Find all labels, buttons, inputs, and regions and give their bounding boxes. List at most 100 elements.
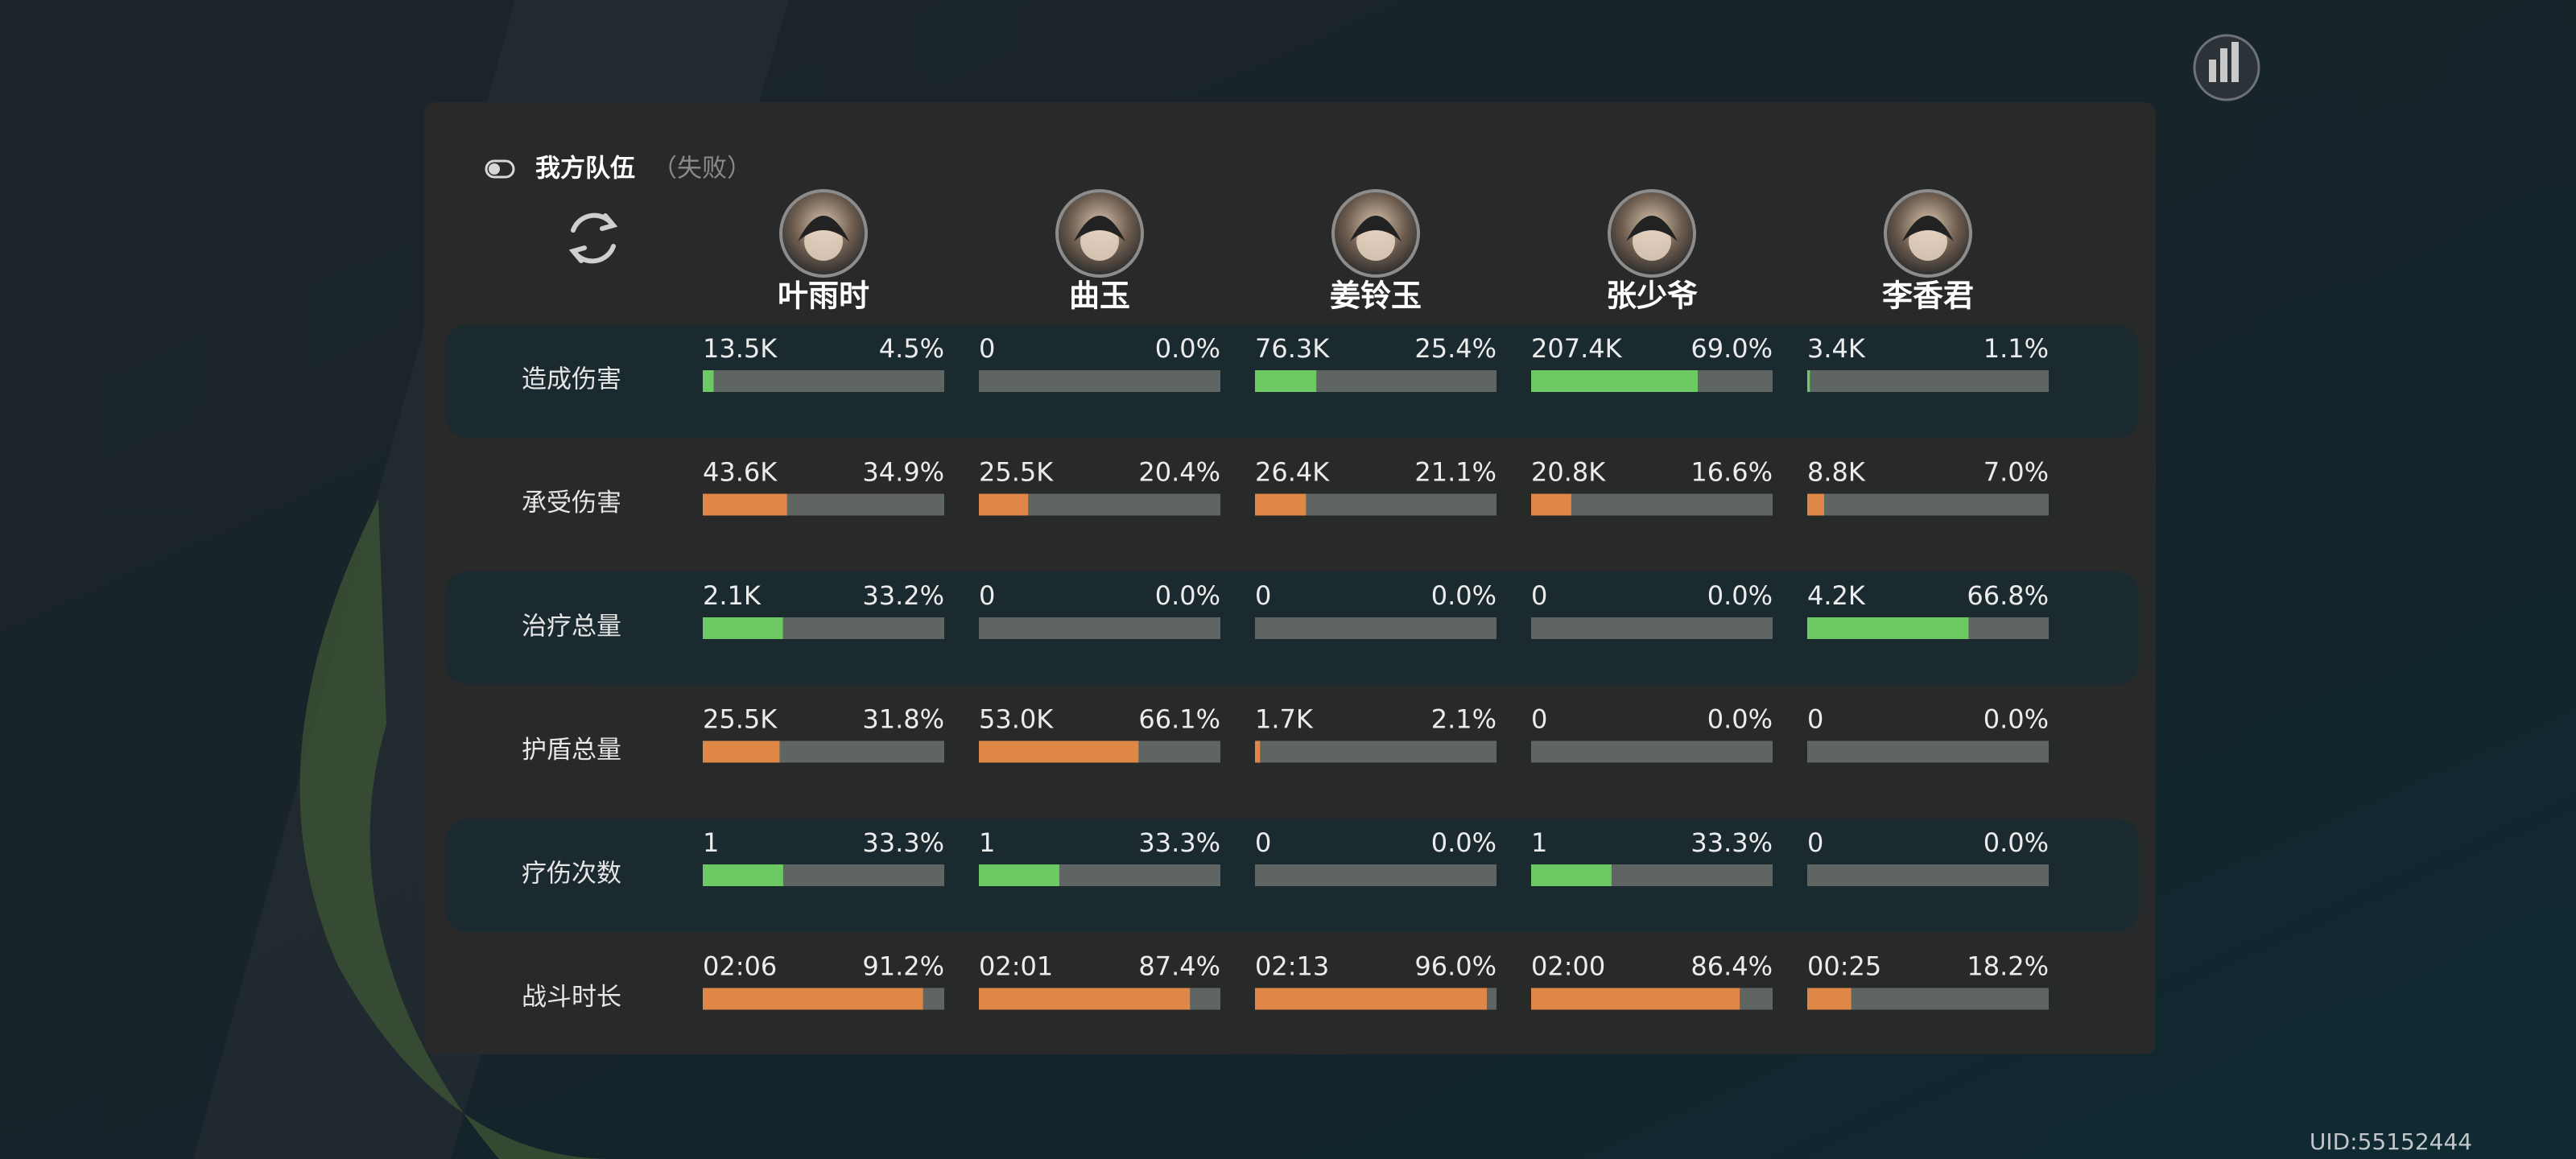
avatar-hair (1902, 216, 1954, 241)
bar-fill (979, 740, 1139, 763)
team-status: （失败） (652, 155, 752, 184)
bar-track (703, 370, 944, 392)
cell-value: 207.4K (1531, 333, 1623, 364)
cell-percent: 87.4% (1138, 951, 1220, 982)
cell-percent: 33.3% (1138, 827, 1220, 858)
avatar-hair (1626, 216, 1678, 241)
cell-value: 02:01 (979, 951, 1053, 982)
member-name: 李香君 (1882, 278, 1974, 314)
bar-fill (1255, 370, 1317, 392)
cell-percent: 20.4% (1138, 457, 1220, 488)
cell-value: 0 (1807, 704, 1823, 735)
bar-fill (1807, 493, 1824, 516)
bar-fill (703, 493, 787, 516)
bar-track (1807, 493, 2049, 516)
member-name: 叶雨时 (778, 278, 869, 314)
avatar-face (804, 222, 843, 261)
avatar-hair (798, 216, 849, 241)
bar-fill (703, 988, 923, 1010)
cell-percent: 21.1% (1414, 457, 1496, 488)
avatar-face (1909, 222, 1947, 261)
member-name: 曲玉 (1069, 278, 1130, 314)
bar-track (1531, 617, 1773, 639)
row-label: 造成伤害 (522, 365, 621, 394)
cell-value: 0 (979, 580, 995, 611)
cell-percent: 0.0% (1707, 704, 1773, 735)
cell-percent: 34.9% (862, 457, 944, 488)
bar-track (979, 617, 1220, 639)
bar-fill (979, 864, 1059, 886)
cell-percent: 33.2% (862, 580, 944, 611)
bar-fill (703, 617, 783, 639)
refresh-button[interactable] (568, 212, 618, 264)
toggle-icon (485, 159, 515, 179)
avatar-hair (1074, 216, 1125, 241)
cell-value: 02:13 (1255, 951, 1329, 982)
bar-fill (1255, 740, 1261, 763)
bar-fill (703, 370, 714, 392)
cell-value: 25.5K (703, 704, 778, 735)
cell-percent: 18.2% (1967, 951, 2049, 982)
stats-button[interactable] (2193, 34, 2260, 101)
cell-percent: 31.8% (862, 704, 944, 735)
cell-value: 8.8K (1807, 457, 1866, 488)
bar-track (1255, 617, 1496, 639)
bar-fill (1255, 988, 1487, 1010)
character-cloak (299, 499, 612, 1159)
cell-percent: 0.0% (1155, 333, 1220, 364)
cell-percent: 0.0% (1431, 580, 1496, 611)
cell-percent: 33.3% (862, 827, 944, 858)
cell-percent: 0.0% (1984, 704, 2049, 735)
cell-percent: 33.3% (1690, 827, 1773, 858)
bar-track (1255, 740, 1496, 763)
cell-percent: 2.1% (1431, 704, 1496, 735)
cell-value: 0 (1531, 580, 1547, 611)
row-label: 护盾总量 (522, 736, 621, 765)
bar-fill (1807, 617, 1969, 639)
bar-track (1807, 370, 2049, 392)
bar-fill (1531, 864, 1612, 886)
cell-value: 1 (703, 827, 719, 858)
bar-fill (1531, 988, 1740, 1010)
bar-track (1531, 493, 1773, 516)
bar-fill (979, 493, 1029, 516)
cell-value: 3.4K (1807, 333, 1866, 364)
cell-value: 4.2K (1807, 580, 1866, 611)
bar-track (979, 370, 1220, 392)
row-label: 战斗时长 (522, 983, 621, 1012)
cell-percent: 0.0% (1984, 827, 2049, 858)
team-title: 我方队伍 (535, 155, 635, 184)
cell-percent: 16.6% (1690, 457, 1773, 488)
cell-value: 26.4K (1255, 457, 1330, 488)
bar-fill (1255, 493, 1307, 516)
cell-percent: 0.0% (1155, 580, 1220, 611)
avatar-hair (1350, 216, 1402, 241)
bar-fill (1531, 493, 1571, 516)
cell-percent: 25.4% (1414, 333, 1496, 364)
bar-track (1255, 864, 1496, 886)
cell-percent: 86.4% (1690, 951, 1773, 982)
member-name: 张少爷 (1606, 278, 1698, 314)
cell-value: 13.5K (703, 333, 778, 364)
cell-value: 2.1K (703, 580, 762, 611)
cell-value: 25.5K (979, 457, 1054, 488)
cell-value: 0 (1531, 704, 1547, 735)
bar-fill (703, 864, 783, 886)
cell-value: 0 (1255, 580, 1271, 611)
cell-value: 20.8K (1531, 457, 1606, 488)
cell-percent: 66.8% (1967, 580, 2049, 611)
row-label: 承受伤害 (522, 489, 621, 518)
bar-fill (703, 740, 780, 763)
cell-value: 02:00 (1531, 951, 1605, 982)
bar-fill (979, 988, 1191, 1010)
cell-percent: 0.0% (1431, 827, 1496, 858)
cell-percent: 96.0% (1414, 951, 1496, 982)
cell-value: 53.0K (979, 704, 1054, 735)
bar-track (1531, 740, 1773, 763)
cell-value: 02:06 (703, 951, 777, 982)
bar-fill (1531, 370, 1698, 392)
cell-percent: 91.2% (862, 951, 944, 982)
cell-percent: 69.0% (1690, 333, 1773, 364)
bar-track (1807, 740, 2049, 763)
